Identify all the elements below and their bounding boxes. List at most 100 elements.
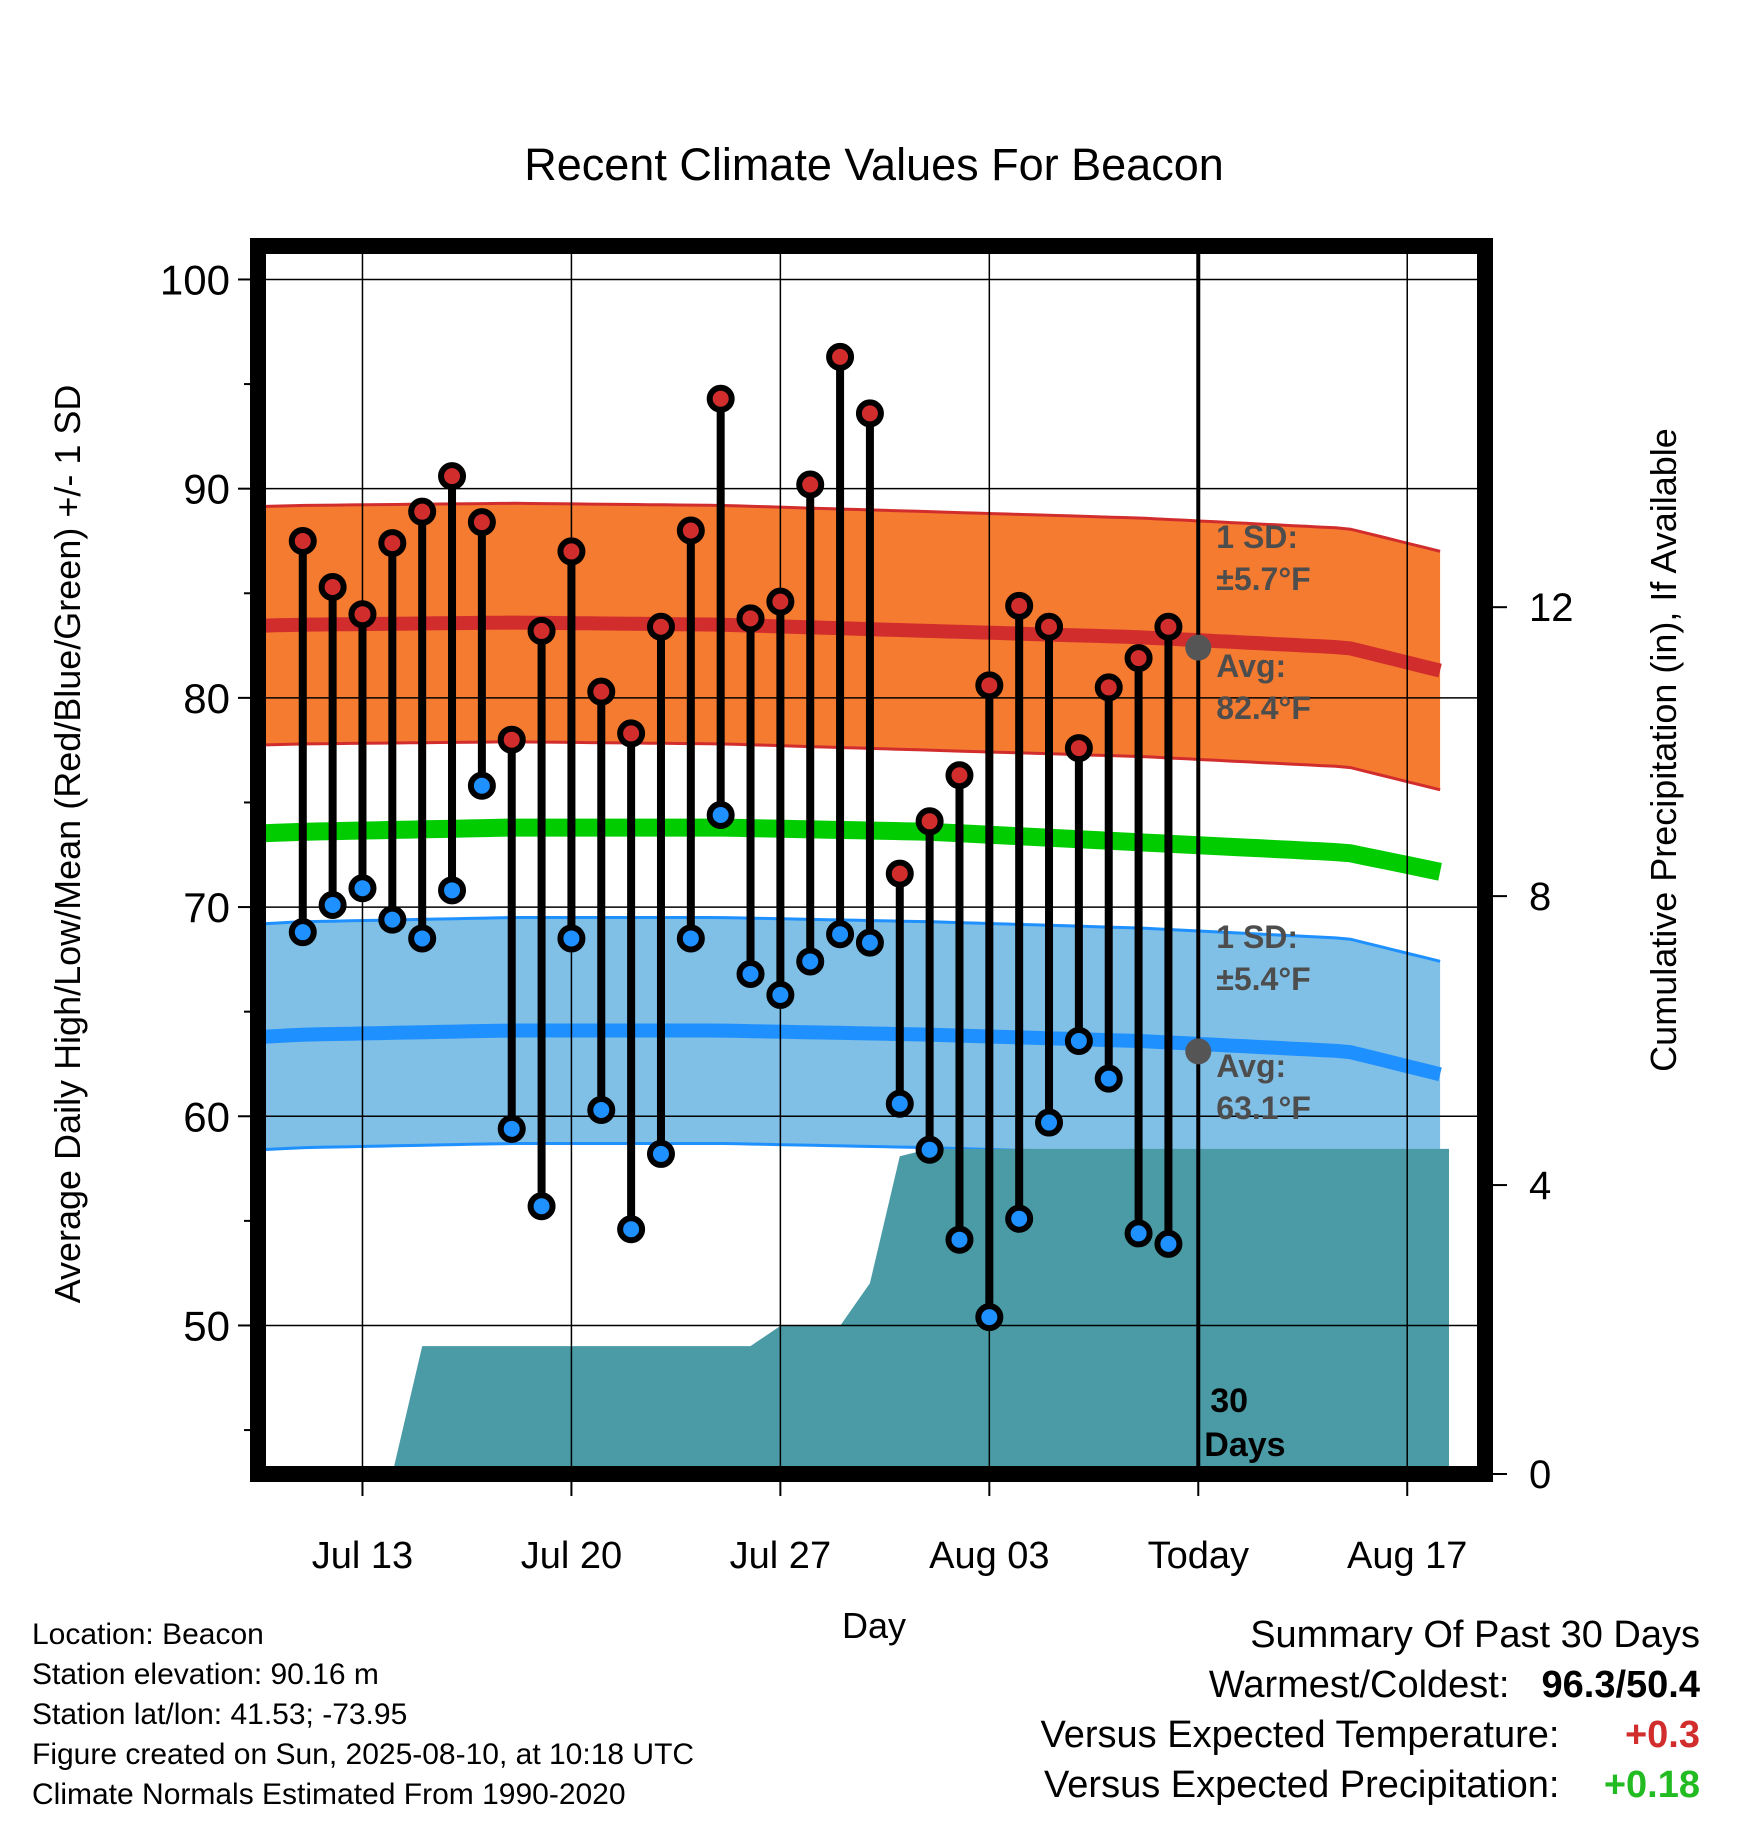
high-sd-label: 1 SD: — [1216, 519, 1298, 555]
daily-high-point — [497, 725, 526, 754]
y-tick-label: 70 — [183, 884, 230, 931]
daily-high-point — [915, 807, 944, 836]
y2-tick-label: 8 — [1529, 875, 1551, 919]
daily-high-point — [557, 537, 586, 566]
daily-high-point — [975, 671, 1004, 700]
daily-high-point — [288, 526, 317, 555]
y-tick-label: 60 — [183, 1093, 230, 1140]
y-tick-label: 50 — [183, 1302, 230, 1349]
precip-label: Versus Expected Precipitation: — [1044, 1764, 1560, 1806]
daily-high-point — [885, 859, 914, 888]
daily-high-point — [438, 462, 467, 491]
y2-tick-label: 12 — [1529, 586, 1574, 630]
y2-axis-title: Cumulative Precipitation (in), If Availa… — [1643, 428, 1684, 1072]
warm-cold-label: Warmest/Coldest: — [1208, 1664, 1510, 1706]
daily-low-point — [676, 924, 705, 953]
daily-low-point — [706, 801, 735, 830]
daily-high-point — [855, 399, 884, 428]
daily-high-point — [945, 761, 974, 790]
summary-heading: Summary Of Past 30 Days — [1250, 1614, 1700, 1656]
chart-title: Recent Climate Values For Beacon — [524, 139, 1224, 190]
daily-low-point — [587, 1095, 616, 1124]
daily-low-point — [318, 890, 347, 919]
daily-low-point — [408, 924, 437, 953]
daily-high-point — [527, 616, 556, 645]
daily-low-point — [1124, 1219, 1153, 1248]
precipitation-area — [302, 1148, 1450, 1474]
plot-inner — [258, 246, 1485, 1474]
x-tick-label: Aug 03 — [929, 1535, 1049, 1577]
x-tick-label: Aug 17 — [1347, 1535, 1467, 1577]
low-avg-label: Avg: — [1216, 1048, 1286, 1084]
today-high-avg-marker — [1185, 634, 1212, 661]
temp-label: Versus Expected Temperature: — [1040, 1714, 1560, 1756]
daily-low-point — [1064, 1026, 1093, 1055]
x-tick-label: Today — [1148, 1535, 1249, 1577]
normals-text: Climate Normals Estimated From 1990-2020 — [32, 1778, 626, 1811]
daily-low-point — [1035, 1108, 1064, 1137]
high-avg-label: Avg: — [1216, 648, 1286, 684]
daily-low-point — [1005, 1204, 1034, 1233]
daily-high-point — [706, 384, 735, 413]
daily-high-point — [646, 612, 675, 641]
daily-high-point — [736, 604, 765, 633]
daily-high-point — [1094, 673, 1123, 702]
daily-high-point — [676, 516, 705, 545]
plot-frame — [250, 238, 1493, 1482]
x-axis-title: Day — [842, 1605, 906, 1646]
latlon-text: Station lat/lon: 41.53; -73.95 — [32, 1698, 408, 1731]
high-sd-value: ±5.7°F — [1216, 561, 1310, 597]
warm-cold-value: 96.3/50.4 — [1541, 1664, 1700, 1706]
daily-high-point — [378, 529, 407, 558]
low-avg-value: 63.1°F — [1216, 1090, 1311, 1126]
elevation-text: Station elevation: 90.16 m — [32, 1658, 379, 1691]
y-axis-title: Average Daily High/Low/Mean (Red/Blue/Gr… — [47, 385, 88, 1304]
avg-low-line — [258, 1023, 1442, 1082]
daily-low-point — [348, 874, 377, 903]
daily-low-point — [1094, 1064, 1123, 1093]
daily-low-point — [467, 771, 496, 800]
low-sd-label: 1 SD: — [1216, 919, 1298, 955]
daily-high-point — [318, 572, 347, 601]
daily-high-point — [796, 470, 825, 499]
daily-low-point — [945, 1225, 974, 1254]
precip-value: +0.18 — [1603, 1764, 1700, 1806]
y-tick-label: 100 — [160, 256, 230, 303]
x-tick-label: Jul 27 — [730, 1535, 831, 1577]
daily-high-point — [1154, 612, 1183, 641]
temp-value: +0.3 — [1624, 1714, 1700, 1756]
high-sd-band-upper-edge — [258, 501, 1441, 553]
daily-low-point — [766, 980, 795, 1009]
high-sd-band — [258, 503, 1441, 790]
daily-low-point — [796, 947, 825, 976]
low-sd-band-upper-edge — [258, 916, 1441, 963]
created-text: Figure created on Sun, 2025-08-10, at 10… — [32, 1738, 695, 1771]
x-tick-label: Jul 20 — [521, 1535, 622, 1577]
daily-high-point — [617, 719, 646, 748]
daily-low-point — [1154, 1229, 1183, 1258]
daily-high-point — [1035, 612, 1064, 641]
period-label-number: 30 — [1210, 1382, 1248, 1420]
daily-low-point — [855, 928, 884, 957]
station-info: Location: Beacon Station elevation: 90.1… — [32, 1615, 694, 1815]
daily-high-point — [766, 587, 795, 616]
daily-low-point — [497, 1114, 526, 1143]
daily-low-point — [915, 1135, 944, 1164]
daily-low-point — [975, 1303, 1004, 1332]
high-avg-value: 82.4°F — [1216, 690, 1311, 726]
daily-low-point — [646, 1139, 675, 1168]
daily-low-point — [527, 1192, 556, 1221]
daily-high-point — [1064, 734, 1093, 763]
today-low-avg-marker — [1185, 1038, 1212, 1065]
high-sd-band-lower-edge — [258, 740, 1441, 792]
daily-low-point — [617, 1215, 646, 1244]
plot-area: 1 SD: ±5.7°F Avg: 82.4°F 1 SD: ±5.4°F Avg: 63.1… — [160, 238, 1574, 1577]
precip-row: Versus Expected Precipitation: +0.18 — [1041, 1760, 1700, 1810]
daily-low-point — [885, 1089, 914, 1118]
y-tick-label: 80 — [183, 675, 230, 722]
y-tick-label: 90 — [183, 466, 230, 513]
daily-low-point — [288, 918, 317, 947]
period-label-days: Days — [1204, 1426, 1285, 1464]
daily-high-point — [1005, 591, 1034, 620]
